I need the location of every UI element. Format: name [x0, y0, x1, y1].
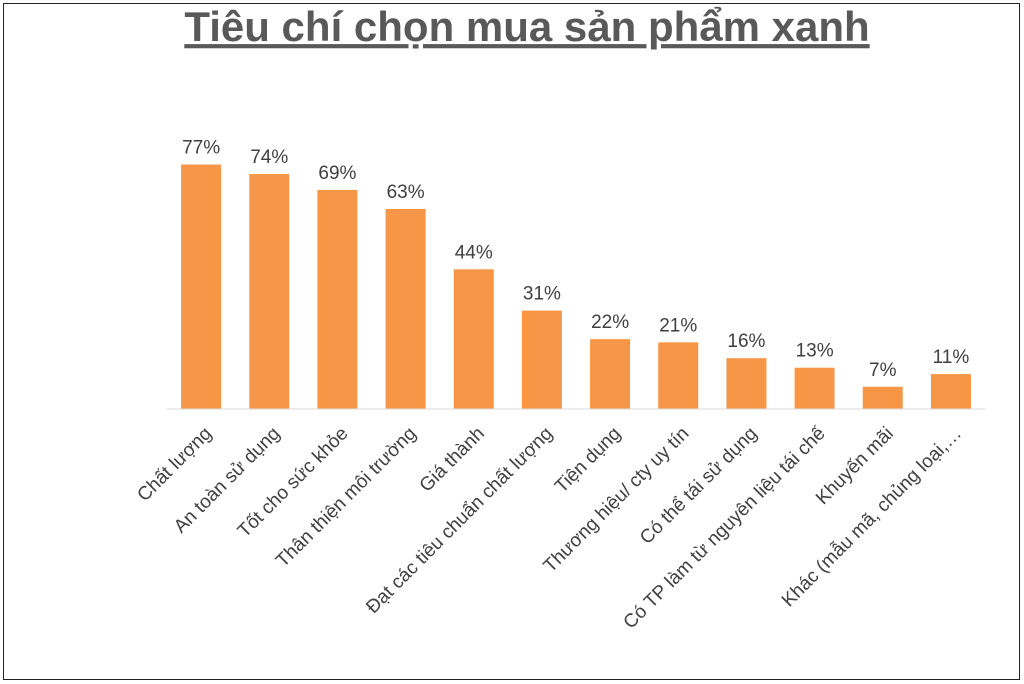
- value-label: 74%: [250, 147, 288, 168]
- bar: [521, 310, 562, 409]
- bar: [862, 386, 903, 409]
- bar: [453, 269, 494, 409]
- value-label: 77%: [182, 138, 220, 159]
- value-label: 63%: [387, 182, 425, 203]
- bar: [590, 339, 631, 409]
- frame: [3, 3, 1020, 680]
- value-label: 7%: [869, 360, 897, 381]
- bar: [794, 367, 835, 409]
- bar: [317, 189, 358, 409]
- bar: [181, 164, 222, 409]
- value-label: 44%: [455, 242, 493, 263]
- chart-title: Tiêu chí chọn mua sản phẩm xanh: [184, 3, 869, 50]
- value-label: 16%: [727, 331, 765, 352]
- value-label: 22%: [591, 312, 629, 333]
- bar: [930, 374, 971, 409]
- bar: [726, 358, 767, 409]
- bar: [385, 208, 426, 409]
- value-label: 21%: [659, 315, 697, 336]
- value-label: 11%: [933, 347, 970, 368]
- bar: [658, 342, 699, 409]
- value-label: 13%: [796, 341, 834, 362]
- value-label: 69%: [318, 163, 356, 184]
- bar: [249, 174, 290, 409]
- value-label: 31%: [523, 284, 561, 305]
